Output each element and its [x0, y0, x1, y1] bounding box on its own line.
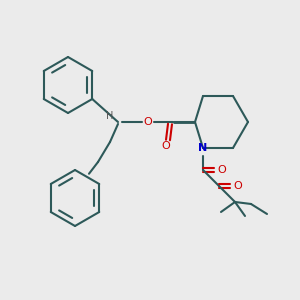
Text: O: O: [162, 141, 170, 151]
Text: O: O: [144, 117, 152, 127]
Text: O: O: [218, 165, 226, 175]
Text: N: N: [198, 143, 208, 153]
Text: H: H: [106, 111, 114, 121]
Text: O: O: [234, 181, 242, 191]
